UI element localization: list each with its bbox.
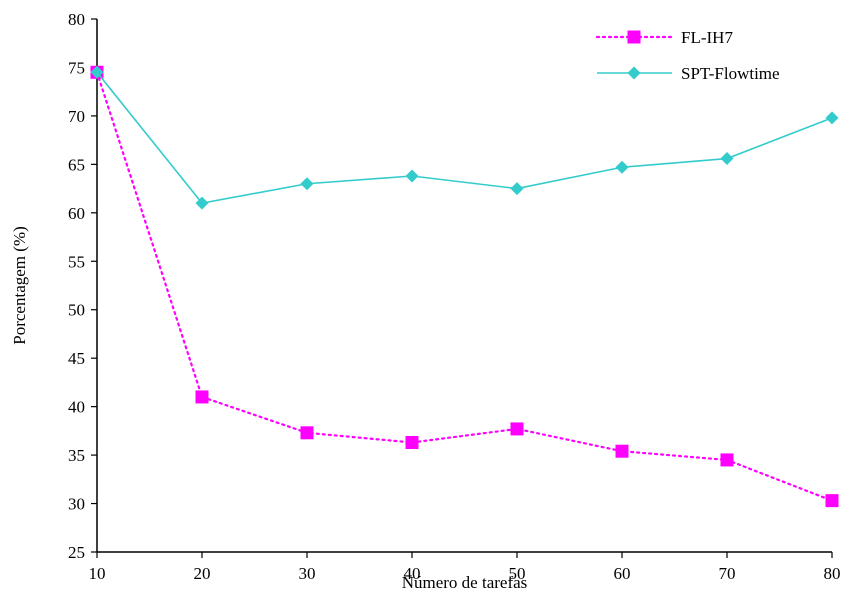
data-point-spt-flowtime	[195, 196, 209, 210]
legend: FL-IH7 SPT-Flowtime	[595, 28, 780, 83]
series-layer	[90, 65, 839, 508]
y-tick-label: 30	[68, 495, 85, 514]
y-tick-label: 70	[68, 107, 85, 126]
x-axis-label: Número de tarefas	[402, 573, 528, 592]
x-ticks: 10 20 30 40 50 60 70 80	[89, 552, 841, 583]
series-fl-ih7	[90, 65, 839, 508]
y-tick-label: 65	[68, 155, 85, 174]
legend-entry-fl-ih7: FL-IH7	[595, 28, 733, 47]
data-point-spt-flowtime	[615, 160, 629, 174]
data-point-spt-flowtime	[300, 177, 314, 191]
y-axis-label: Porcentagem (%)	[10, 226, 29, 344]
y-tick-label: 25	[68, 543, 85, 562]
data-point-spt-flowtime	[825, 111, 839, 125]
data-point-fl-ih7	[825, 494, 839, 508]
legend-marker-spt-flowtime	[627, 66, 641, 80]
data-point-spt-flowtime	[90, 65, 104, 79]
data-point-spt-flowtime	[405, 169, 419, 183]
data-point-fl-ih7	[195, 390, 209, 404]
y-tick-label: 55	[68, 252, 85, 271]
x-tick-label: 10	[89, 564, 106, 583]
y-tick-label: 40	[68, 398, 85, 417]
y-tick-label: 45	[68, 349, 85, 368]
y-tick-label: 35	[68, 446, 85, 465]
data-point-spt-flowtime	[720, 152, 734, 166]
legend-label-spt-flowtime: SPT-Flowtime	[681, 64, 780, 83]
y-tick-label: 80	[68, 10, 85, 29]
x-tick-label: 80	[824, 564, 841, 583]
data-point-spt-flowtime	[510, 182, 524, 196]
data-point-fl-ih7	[510, 422, 524, 436]
data-point-fl-ih7	[300, 426, 314, 440]
x-tick-label: 70	[719, 564, 736, 583]
y-tick-label: 60	[68, 204, 85, 223]
data-point-fl-ih7	[615, 444, 629, 458]
x-tick-label: 50	[509, 564, 526, 583]
x-tick-label: 40	[404, 564, 421, 583]
x-tick-label: 60	[614, 564, 631, 583]
y-tick-label: 50	[68, 301, 85, 320]
series-line-spt-flowtime	[96, 71, 833, 205]
legend-entry-spt-flowtime: SPT-Flowtime	[597, 64, 780, 83]
x-tick-label: 30	[299, 564, 316, 583]
data-point-fl-ih7	[720, 453, 734, 467]
y-tick-label: 75	[68, 58, 85, 77]
series-line-fl-ih7	[95, 71, 834, 502]
x-tick-label: 20	[194, 564, 211, 583]
data-point-fl-ih7	[405, 435, 419, 449]
series-spt-flowtime	[90, 65, 839, 210]
axes	[96, 19, 832, 553]
legend-label-fl-ih7: FL-IH7	[681, 28, 733, 47]
legend-marker-fl-ih7	[627, 30, 641, 44]
y-ticks: 25 30 35 40 45 50 55 60 65 70 75 80	[68, 10, 97, 562]
